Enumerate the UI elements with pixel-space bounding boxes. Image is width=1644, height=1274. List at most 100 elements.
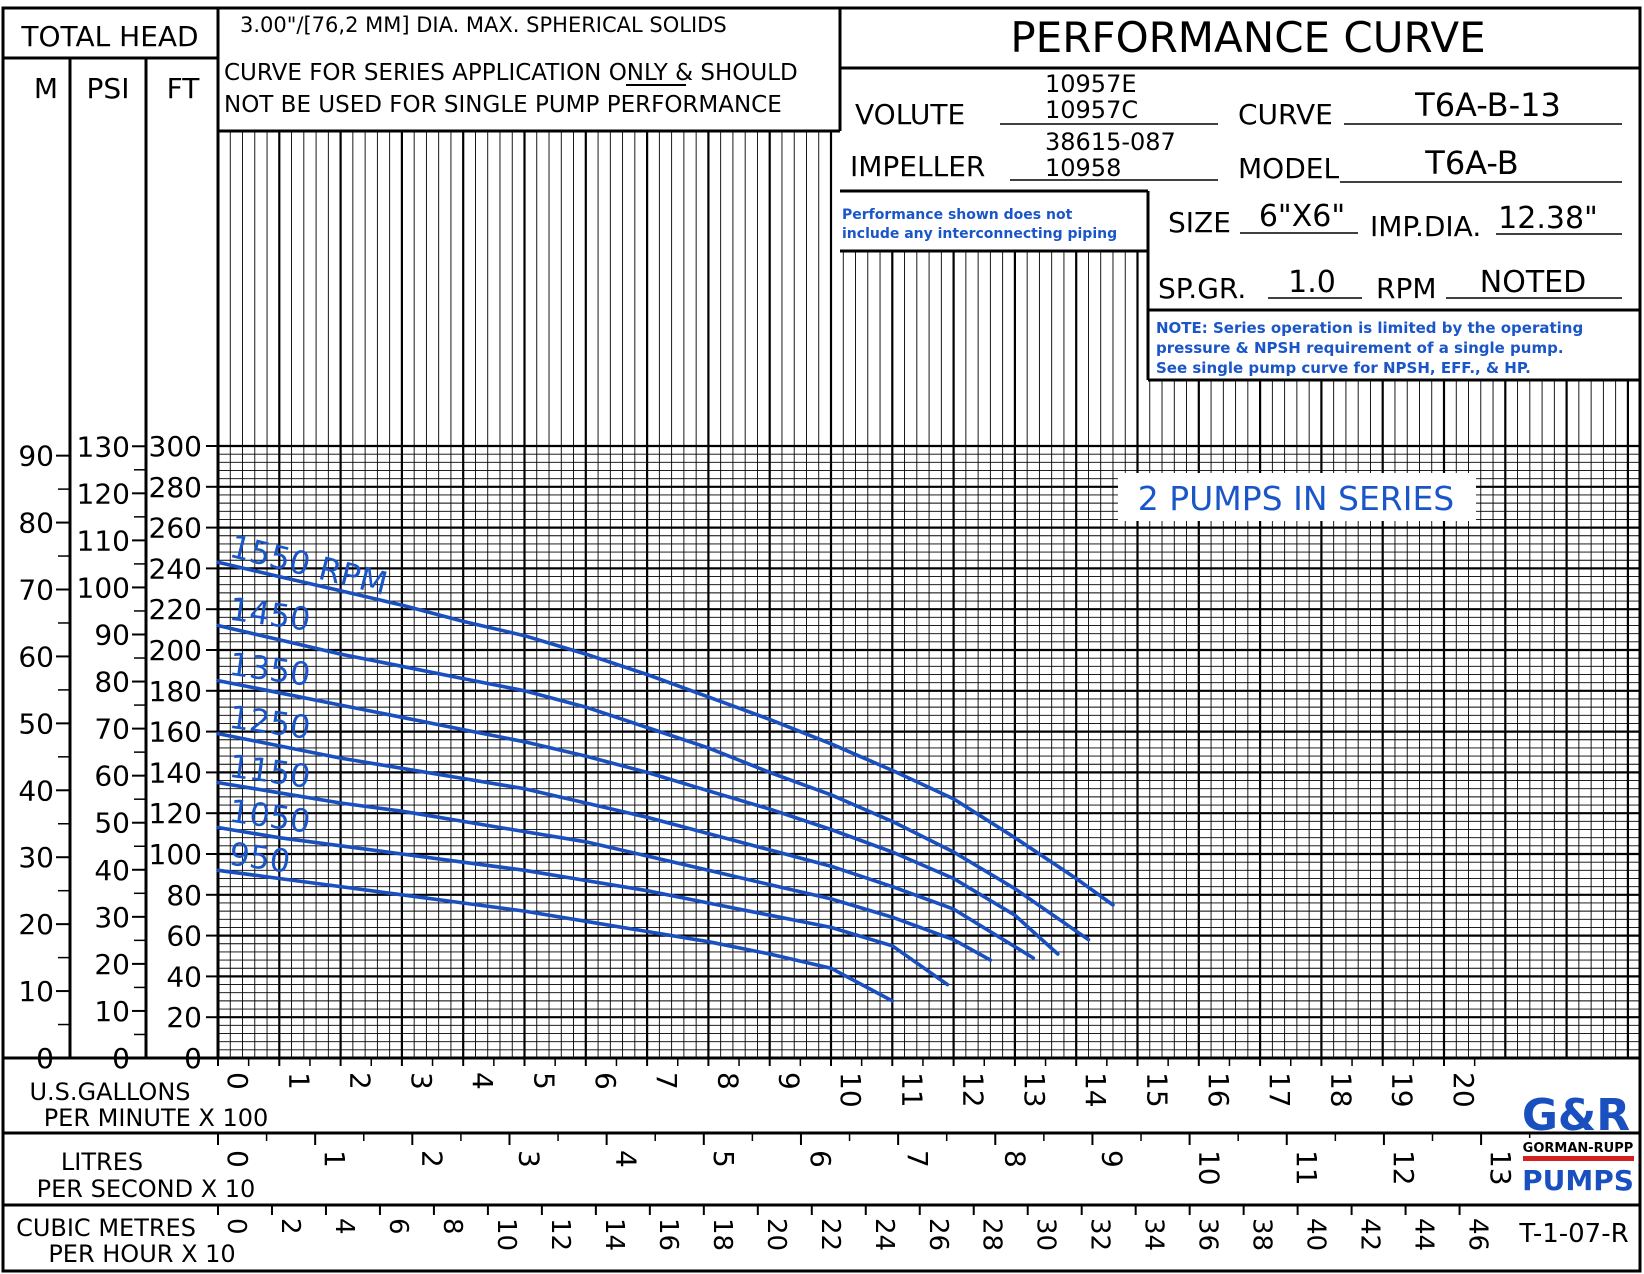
- psi-tick-label: 90: [94, 618, 130, 651]
- lps-tick-label: 3: [512, 1150, 545, 1168]
- curve-rpm-label: 950: [227, 835, 293, 881]
- psi-tick-label: 120: [77, 477, 130, 510]
- unit-ft-label: FT: [167, 72, 201, 105]
- psi-tick-label: 80: [94, 666, 130, 699]
- ft-tick-label: 180: [149, 675, 202, 708]
- cmh-tick-label: 20: [761, 1218, 791, 1251]
- series-label: 2 PUMPS IN SERIES: [1138, 479, 1455, 518]
- gpm-tick-label: 5: [528, 1072, 561, 1090]
- lps-tick-label: 0: [221, 1150, 254, 1168]
- impdia-value: 12.38": [1498, 201, 1598, 236]
- psi-tick-label: 30: [94, 901, 130, 934]
- impeller-value-1: 38615-087: [1045, 128, 1176, 156]
- volute-label: VOLUTE: [855, 98, 965, 131]
- gpm-tick-label: 3: [405, 1072, 438, 1090]
- cmh-tick-label: 16: [653, 1218, 683, 1251]
- pump-curve-line: [216, 731, 1036, 960]
- m-tick-label: 0: [36, 1042, 54, 1075]
- impdia-label: IMP.DIA.: [1370, 210, 1481, 243]
- gpm-tick-label: 13: [1018, 1072, 1051, 1108]
- cmh-tick-label: 34: [1139, 1218, 1169, 1251]
- page-title: PERFORMANCE CURVE: [1010, 13, 1485, 62]
- cmh-tick-label: 36: [1193, 1218, 1223, 1251]
- m-tick-label: 90: [18, 440, 54, 473]
- volute-value-1: 10957E: [1045, 70, 1137, 98]
- curve-rpm-label: 1050: [227, 792, 313, 841]
- impeller-label: IMPELLER: [850, 150, 985, 183]
- frame-lines: [1, 6, 1642, 1273]
- chart-grid: [216, 131, 1640, 1060]
- logo-product: PUMPS: [1522, 1164, 1634, 1197]
- logo-company: GORMAN-RUPP: [1523, 1141, 1634, 1156]
- psi-tick-label: 110: [77, 524, 130, 557]
- psi-tick-label: 0: [112, 1042, 130, 1075]
- drawing-number: T-1-07-R: [1518, 1219, 1628, 1249]
- cmh-tick-label: 10: [491, 1218, 521, 1251]
- series-limit-note-line3: See single pump curve for NPSH, EFF., & …: [1156, 359, 1531, 377]
- lps-tick-label: 4: [610, 1150, 643, 1168]
- curve-label: CURVE: [1238, 98, 1333, 131]
- volute-value-2: 10957C: [1045, 96, 1138, 124]
- rpm-value: NOTED: [1480, 265, 1586, 300]
- cmh-tick-label: 24: [869, 1218, 899, 1251]
- lps-tick-label: 13: [1484, 1150, 1517, 1186]
- cmh-tick-label: 46: [1463, 1218, 1493, 1251]
- cmh-tick-label: 22: [815, 1218, 845, 1251]
- ft-tick-label: 200: [149, 634, 202, 667]
- cmh-tick-label: 14: [599, 1218, 629, 1251]
- m-tick-label: 20: [18, 908, 54, 941]
- rpm-label: RPM: [1376, 272, 1437, 305]
- series-note-line1: CURVE FOR SERIES APPLICATION ONLY & SHOU…: [224, 60, 798, 86]
- cmh-tick-label: 26: [923, 1218, 953, 1251]
- pump-curve-line: [216, 868, 895, 1003]
- cmh-tick-label: 18: [707, 1218, 737, 1251]
- ft-tick-label: 280: [149, 471, 202, 504]
- ft-tick-label: 300: [149, 430, 202, 463]
- m-tick-label: 50: [18, 707, 54, 740]
- ft-tick-label: 220: [149, 593, 202, 626]
- gpm-tick-label: 9: [773, 1072, 806, 1090]
- piping-note-line2: include any interconnecting piping: [842, 226, 1117, 242]
- series-limit-note-line2: pressure & NPSH requirement of a single …: [1156, 339, 1564, 357]
- cmh-axis-label-2: PER HOUR X 10: [48, 1240, 235, 1268]
- lps-tick-label: 8: [998, 1150, 1031, 1168]
- ft-tick-label: 100: [149, 838, 202, 871]
- model-label: MODEL: [1238, 152, 1339, 185]
- lps-axis-label-2: PER SECOND X 10: [37, 1175, 256, 1203]
- m-tick-label: 30: [18, 841, 54, 874]
- ft-tick-label: 80: [166, 879, 202, 912]
- m-tick-label: 10: [18, 975, 54, 1008]
- gpm-tick-label: 14: [1079, 1072, 1112, 1108]
- pump-curve-line: [216, 825, 950, 987]
- gpm-tick-label: 15: [1141, 1072, 1174, 1108]
- size-value: 6"X6": [1259, 199, 1345, 234]
- lps-tick-label: 10: [1193, 1150, 1226, 1186]
- gpm-tick-label: 19: [1386, 1072, 1419, 1108]
- cmh-tick-label: 30: [1031, 1218, 1061, 1251]
- curve-value: T6A-B-13: [1414, 86, 1561, 124]
- gpm-tick-label: 12: [957, 1072, 990, 1108]
- cmh-tick-label: 42: [1355, 1218, 1385, 1251]
- total-head-label: TOTAL HEAD: [20, 20, 198, 53]
- ft-tick-label: 120: [149, 797, 202, 830]
- piping-note-line1: Performance shown does not: [842, 207, 1073, 223]
- cmh-tick-label: 0: [221, 1218, 251, 1235]
- psi-tick-label: 40: [94, 854, 130, 887]
- cmh-tick-label: 4: [329, 1218, 359, 1235]
- unit-psi-label: PSI: [87, 72, 130, 105]
- lps-tick-label: 9: [1095, 1150, 1128, 1168]
- ft-tick-label: 240: [149, 552, 202, 585]
- gpm-tick-label: 2: [344, 1072, 377, 1090]
- lps-tick-label: 2: [415, 1150, 448, 1168]
- lps-axis-label-1: LITRES: [61, 1148, 143, 1176]
- gorman-rupp-logo: G&R GORMAN-RUPP PUMPS: [1522, 1090, 1634, 1197]
- gpm-axis-label-2: PER MINUTE X 100: [44, 1104, 269, 1132]
- cmh-tick-label: 8: [437, 1218, 467, 1235]
- solids-note: 3.00"/[76,2 MM] DIA. MAX. SPHERICAL SOLI…: [240, 13, 727, 37]
- cmh-tick-label: 40: [1301, 1218, 1331, 1251]
- ft-tick-label: 140: [149, 756, 202, 789]
- series-limit-note-line1: NOTE: Series operation is limited by the…: [1156, 319, 1583, 337]
- psi-tick-label: 20: [94, 948, 130, 981]
- gpm-tick-label: 18: [1324, 1072, 1357, 1108]
